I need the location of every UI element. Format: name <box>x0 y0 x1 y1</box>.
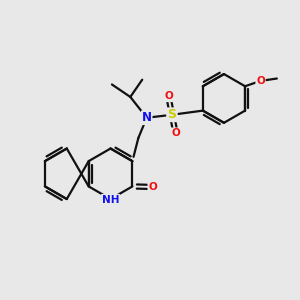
Text: N: N <box>142 111 152 124</box>
Text: O: O <box>148 182 157 192</box>
Text: O: O <box>164 92 173 101</box>
Text: S: S <box>167 108 176 121</box>
Text: NH: NH <box>102 195 119 205</box>
Text: O: O <box>171 128 180 138</box>
Text: O: O <box>256 76 265 86</box>
